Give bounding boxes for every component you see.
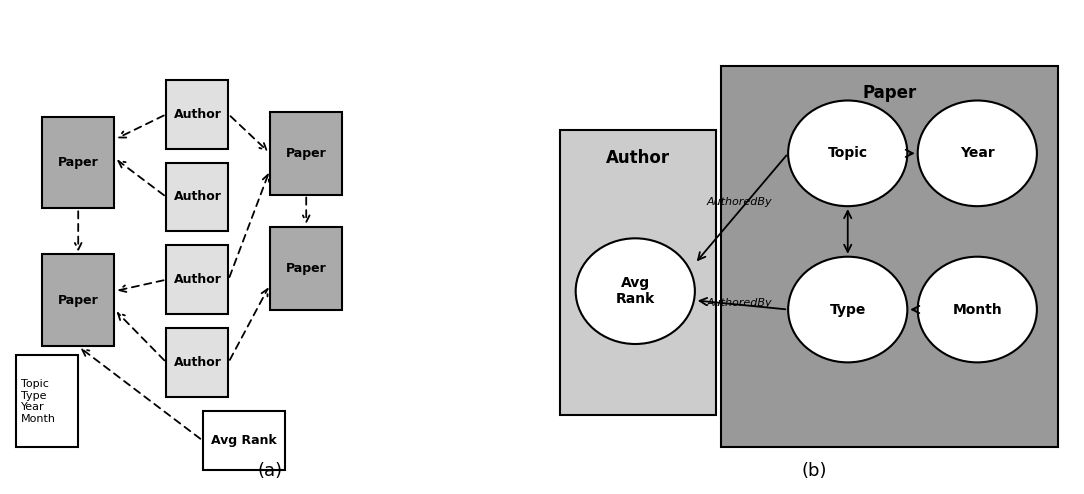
Text: AuthoredBy: AuthoredBy [706, 298, 772, 308]
Text: (b): (b) [801, 461, 827, 480]
Text: Month: Month [953, 302, 1003, 317]
Text: Topic: Topic [828, 146, 868, 161]
Text: Author: Author [173, 108, 221, 121]
Circle shape [918, 257, 1037, 363]
Text: Author: Author [173, 356, 221, 369]
Text: Topic
Type
Year
Month: Topic Type Year Month [22, 379, 56, 424]
Circle shape [788, 100, 907, 206]
Circle shape [576, 238, 695, 344]
Bar [560, 130, 715, 415]
Text: Paper: Paper [286, 262, 326, 275]
Bar [721, 66, 1058, 448]
Bar [16, 356, 78, 448]
Text: Paper: Paper [862, 84, 916, 102]
Text: Year: Year [960, 146, 995, 161]
Bar [166, 245, 229, 314]
Text: Author: Author [606, 149, 670, 167]
Bar [203, 411, 285, 470]
Bar [270, 227, 343, 310]
Text: Paper: Paper [57, 156, 99, 169]
Text: Avg
Rank: Avg Rank [616, 276, 655, 306]
Text: Paper: Paper [286, 147, 326, 160]
Text: Author: Author [173, 273, 221, 286]
Text: Author: Author [173, 191, 221, 204]
Bar [42, 254, 115, 346]
Bar [42, 117, 115, 208]
Text: Type: Type [829, 302, 866, 317]
Text: Avg Rank: Avg Rank [211, 434, 276, 447]
Text: Paper: Paper [57, 294, 99, 307]
Circle shape [918, 100, 1037, 206]
Bar [166, 328, 229, 397]
Bar [166, 80, 229, 149]
Text: AuthoredBy: AuthoredBy [706, 197, 772, 206]
Circle shape [788, 257, 907, 363]
Bar [166, 163, 229, 231]
Bar [270, 112, 343, 195]
Text: (a): (a) [257, 461, 283, 480]
